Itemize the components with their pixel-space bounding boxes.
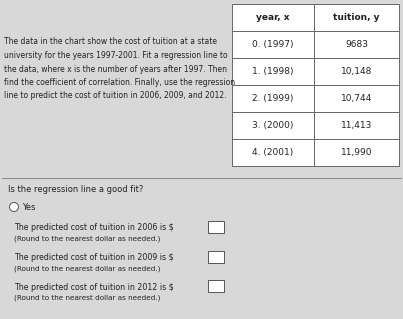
Text: tuition, y: tuition, y (333, 13, 380, 22)
Text: The data in the chart show the cost of tuition at a state: The data in the chart show the cost of t… (4, 38, 217, 47)
Text: Is the regression line a good fit?: Is the regression line a good fit? (8, 186, 143, 195)
Circle shape (10, 203, 19, 211)
Text: (Round to the nearest dollar as needed.): (Round to the nearest dollar as needed.) (14, 236, 160, 242)
Bar (208, 221, 224, 233)
Text: university for the years 1997-2001. Fit a regression line to: university for the years 1997-2001. Fit … (4, 51, 228, 60)
Text: The predicted cost of tuition in 2006 is $: The predicted cost of tuition in 2006 is… (14, 224, 174, 233)
Text: 2. (1999): 2. (1999) (252, 94, 294, 103)
Bar (314, 4, 399, 31)
Bar (232, 139, 314, 166)
Bar (208, 251, 224, 263)
Bar (314, 58, 399, 85)
Bar (314, 139, 399, 166)
Text: the data, where x is the number of years after 1997. Then: the data, where x is the number of years… (4, 64, 227, 73)
Text: 4. (2001): 4. (2001) (252, 148, 294, 157)
Bar (314, 112, 399, 139)
Text: 3. (2000): 3. (2000) (252, 121, 294, 130)
Text: 0. (1997): 0. (1997) (252, 40, 294, 49)
Text: 9683: 9683 (345, 40, 368, 49)
Text: 11,413: 11,413 (341, 121, 372, 130)
Bar (314, 31, 399, 58)
Text: 10,148: 10,148 (341, 67, 372, 76)
Text: 10,744: 10,744 (341, 94, 372, 103)
Text: (Round to the nearest dollar as needed.): (Round to the nearest dollar as needed.) (14, 295, 160, 301)
Text: Yes: Yes (22, 203, 35, 211)
Text: line to predict the cost of tuition in 2006, 2009, and 2012.: line to predict the cost of tuition in 2… (4, 92, 226, 100)
Bar (208, 280, 224, 292)
Text: year, x: year, x (256, 13, 290, 22)
Bar (232, 112, 314, 139)
Text: (Round to the nearest dollar as needed.): (Round to the nearest dollar as needed.) (14, 266, 160, 272)
Text: The predicted cost of tuition in 2012 is $: The predicted cost of tuition in 2012 is… (14, 283, 174, 292)
Bar (232, 31, 314, 58)
Text: find the coefficient of correlation. Finally, use the regression: find the coefficient of correlation. Fin… (4, 78, 235, 87)
Bar (232, 58, 314, 85)
Bar (314, 85, 399, 112)
Text: The predicted cost of tuition in 2009 is $: The predicted cost of tuition in 2009 is… (14, 254, 174, 263)
Bar (232, 85, 314, 112)
Text: 1. (1998): 1. (1998) (252, 67, 294, 76)
Bar (232, 4, 314, 31)
Text: 11,990: 11,990 (341, 148, 372, 157)
